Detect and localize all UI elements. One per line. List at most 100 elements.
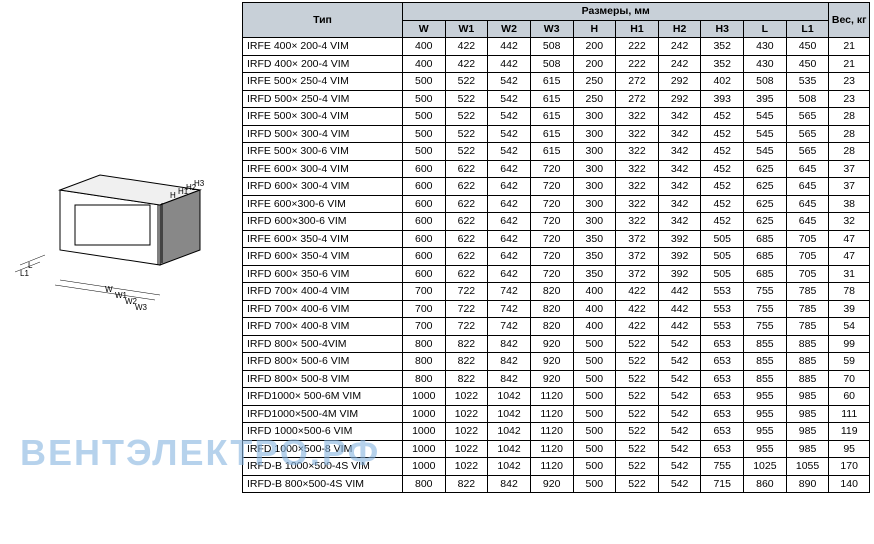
cell-type: IRFE 500× 300-4 VIM	[243, 108, 403, 126]
cell-type: IRFD1000× 500-6M VIM	[243, 388, 403, 406]
cell-value: 622	[445, 195, 488, 213]
cell-value: 542	[488, 125, 531, 143]
table-row: IRFD1000× 500-6M VIM10001022104211205005…	[243, 388, 870, 406]
cell-value: 1022	[445, 423, 488, 441]
cell-value: 422	[616, 318, 659, 336]
cell-value: 955	[744, 388, 787, 406]
th-col: W3	[530, 20, 573, 38]
cell-type: IRFD 700× 400-8 VIM	[243, 318, 403, 336]
cell-type: IRFD 800× 500-4VIM	[243, 335, 403, 353]
cell-weight: 38	[829, 195, 870, 213]
cell-value: 500	[402, 90, 445, 108]
cell-value: 722	[445, 300, 488, 318]
cell-value: 720	[530, 230, 573, 248]
cell-weight: 170	[829, 458, 870, 476]
cell-value: 985	[786, 388, 829, 406]
cell-value: 522	[616, 335, 659, 353]
table-row: IRFE 500× 300-4 VIM500522542615300322342…	[243, 108, 870, 126]
cell-weight: 47	[829, 230, 870, 248]
cell-value: 685	[744, 230, 787, 248]
cell-value: 392	[658, 248, 701, 266]
cell-weight: 95	[829, 440, 870, 458]
cell-value: 842	[488, 353, 531, 371]
cell-value: 508	[530, 38, 573, 56]
cell-value: 402	[701, 73, 744, 91]
cell-value: 622	[445, 230, 488, 248]
cell-value: 322	[616, 160, 659, 178]
cell-weight: 23	[829, 90, 870, 108]
cell-value: 322	[616, 125, 659, 143]
cell-value: 645	[786, 178, 829, 196]
cell-value: 500	[573, 458, 616, 476]
cell-value: 755	[744, 300, 787, 318]
cell-value: 860	[744, 475, 787, 493]
th-type: Тип	[243, 3, 403, 38]
th-col: W1	[445, 20, 488, 38]
cell-value: 885	[786, 335, 829, 353]
cell-value: 452	[701, 143, 744, 161]
th-col: L	[744, 20, 787, 38]
cell-value: 400	[573, 300, 616, 318]
cell-value: 885	[786, 370, 829, 388]
cell-value: 535	[786, 73, 829, 91]
cell-value: 508	[530, 55, 573, 73]
cell-value: 545	[744, 125, 787, 143]
cell-value: 430	[744, 38, 787, 56]
label-l1: L1	[20, 269, 29, 278]
cell-value: 653	[701, 370, 744, 388]
cell-type: IRFD 500× 300-4 VIM	[243, 125, 403, 143]
cell-value: 500	[402, 125, 445, 143]
cell-value: 625	[744, 213, 787, 231]
th-col: W2	[488, 20, 531, 38]
cell-value: 1042	[488, 423, 531, 441]
cell-value: 422	[616, 300, 659, 318]
cell-value: 542	[658, 440, 701, 458]
cell-value: 842	[488, 370, 531, 388]
cell-value: 300	[573, 195, 616, 213]
cell-value: 452	[701, 178, 744, 196]
cell-value: 700	[402, 283, 445, 301]
cell-value: 653	[701, 353, 744, 371]
cell-value: 300	[573, 108, 616, 126]
cell-value: 300	[573, 143, 616, 161]
cell-type: IRFD 400× 200-4 VIM	[243, 55, 403, 73]
cell-value: 522	[445, 90, 488, 108]
cell-value: 685	[744, 265, 787, 283]
cell-weight: 28	[829, 108, 870, 126]
cell-value: 292	[658, 73, 701, 91]
cell-weight: 23	[829, 73, 870, 91]
cell-value: 250	[573, 73, 616, 91]
cell-type: IRFD 1000×500-8 VIM	[243, 440, 403, 458]
table-body: IRFE 400× 200-4 VIM400422442508200222242…	[243, 38, 870, 493]
cell-type: IRFD-B 800×500-4S VIM	[243, 475, 403, 493]
cell-value: 720	[530, 213, 573, 231]
table-row: IRFE 600×300-6 VIM6006226427203003223424…	[243, 195, 870, 213]
table-row: IRFD 600× 300-4 VIM600622642720300322342…	[243, 178, 870, 196]
cell-value: 822	[445, 370, 488, 388]
cell-weight: 140	[829, 475, 870, 493]
cell-value: 542	[488, 73, 531, 91]
cell-value: 372	[616, 248, 659, 266]
th-dims: Размеры, мм	[402, 3, 828, 21]
table-row: IRFD 600×300-6 VIM6006226427203003223424…	[243, 213, 870, 231]
cell-value: 1022	[445, 405, 488, 423]
cell-value: 720	[530, 195, 573, 213]
cell-value: 755	[701, 458, 744, 476]
cell-weight: 99	[829, 335, 870, 353]
cell-value: 542	[658, 458, 701, 476]
cell-value: 392	[658, 265, 701, 283]
cell-value: 292	[658, 90, 701, 108]
cell-value: 542	[488, 90, 531, 108]
cell-value: 820	[530, 300, 573, 318]
cell-value: 742	[488, 283, 531, 301]
cell-value: 1055	[786, 458, 829, 476]
cell-value: 272	[616, 90, 659, 108]
cell-value: 400	[402, 38, 445, 56]
cell-value: 272	[616, 73, 659, 91]
cell-value: 600	[402, 213, 445, 231]
cell-value: 622	[445, 160, 488, 178]
cell-value: 955	[744, 440, 787, 458]
cell-value: 352	[701, 55, 744, 73]
cell-value: 1042	[488, 458, 531, 476]
cell-value: 820	[530, 318, 573, 336]
